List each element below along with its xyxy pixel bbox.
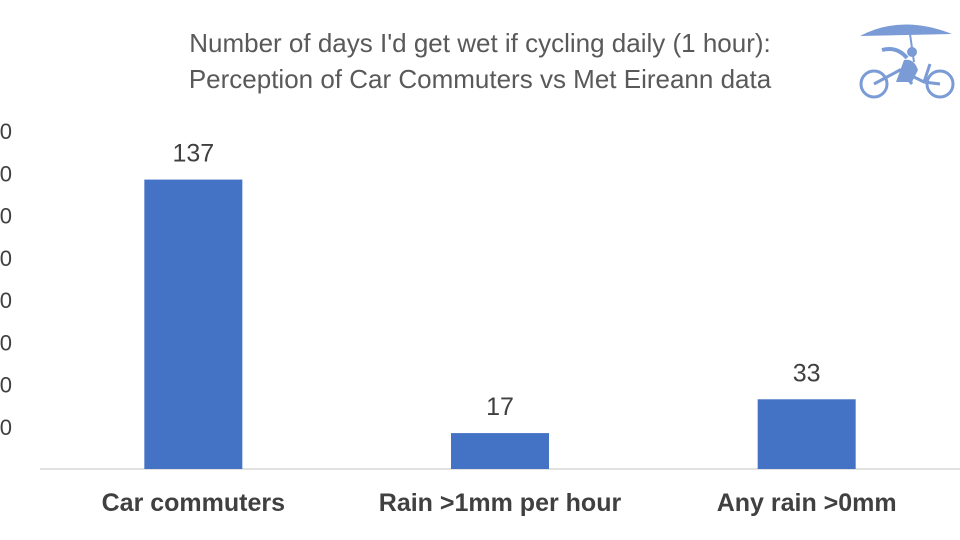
category-label: Car commuters <box>102 489 285 517</box>
data-label: 17 <box>486 393 514 421</box>
chart-title: Number of days I'd get wet if cycling da… <box>189 28 772 94</box>
y-tick-label: 0 <box>0 373 12 398</box>
bars <box>144 179 856 469</box>
y-tick-label: 0 <box>0 246 12 271</box>
data-labels: 137 17 33 <box>172 140 820 422</box>
y-tick-label: 0 <box>0 204 12 229</box>
y-tick-label: 0 <box>0 415 12 440</box>
bar-1 <box>451 433 549 469</box>
category-labels: Car commuters Rain >1mm per hour Any rain … <box>102 489 897 517</box>
y-tick-label: 0 <box>0 330 12 355</box>
y-tick-label: 0 <box>0 288 12 313</box>
y-tick-label: 0 <box>0 119 12 144</box>
category-label: Rain >1mm per hour <box>379 489 622 517</box>
chart-title-line-1: Number of days I'd get wet if cycling da… <box>189 28 771 58</box>
chart-title-line-2: Perception of Car Commuters vs Met Eirea… <box>189 64 772 94</box>
bar-2 <box>757 399 856 469</box>
data-label: 33 <box>793 359 821 387</box>
bar-0 <box>144 179 243 469</box>
data-label: 137 <box>172 140 214 168</box>
y-tick-label: 0 <box>0 161 12 186</box>
y-axis-tick-labels: 0 0 0 0 0 0 0 0 <box>0 119 12 440</box>
category-label: Any rain >0mm <box>717 489 897 517</box>
cyclist-with-umbrella-icon <box>859 24 955 99</box>
